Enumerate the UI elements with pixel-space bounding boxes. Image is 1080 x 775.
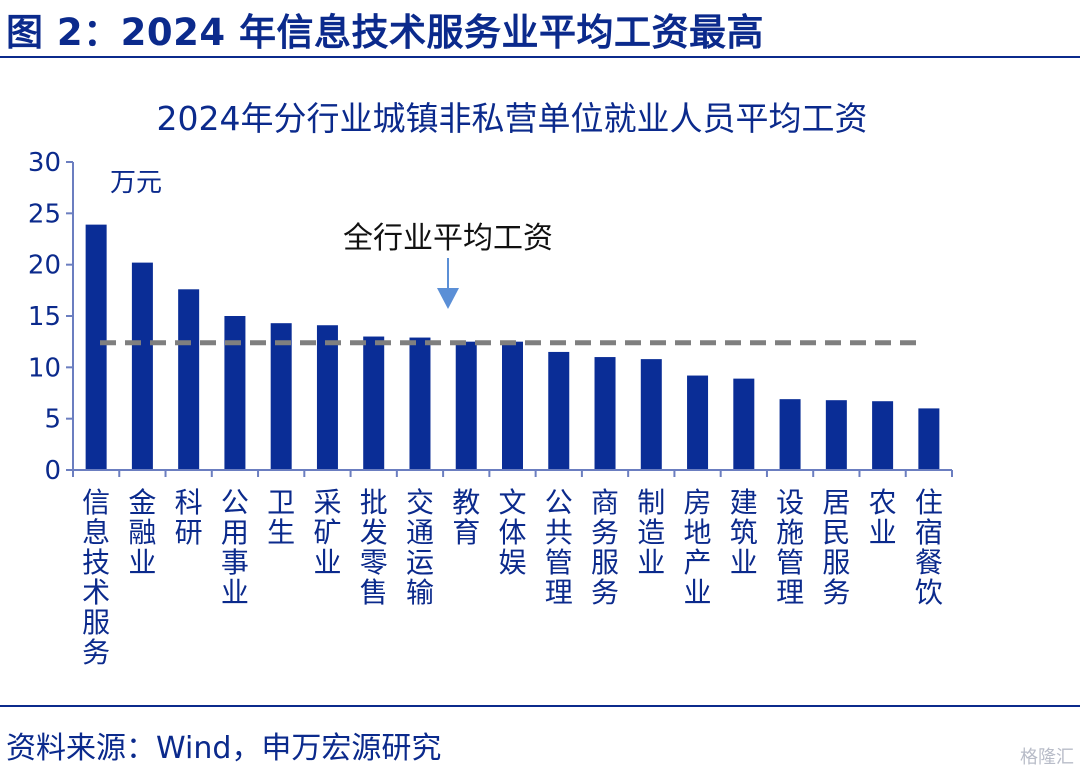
title-divider (0, 56, 1080, 58)
bar (918, 408, 940, 470)
bar (825, 400, 847, 470)
bar (85, 224, 107, 470)
bar (548, 351, 570, 470)
bar-chart: 2024年分行业城镇非私营单位就业人员平均工资 0 5 10 15 20 25 30 万元信息技… (28, 99, 953, 669)
bar (687, 375, 709, 470)
y-tick-label: 15 (28, 302, 61, 332)
bar (779, 399, 801, 470)
x-tick-label: 教育 (452, 486, 480, 549)
average-label: 全行业平均工资 (343, 221, 553, 256)
y-tick-label: 10 (28, 353, 61, 383)
x-tick-label: 房地产业 (684, 486, 712, 609)
x-tick-label: 批发零售 (360, 486, 388, 609)
x-tick-label: 卫生 (267, 486, 295, 549)
bar (872, 401, 894, 470)
average-arrow-icon (437, 288, 459, 309)
x-tick-label: 商务服务 (591, 486, 619, 609)
watermark: 格隆汇 (1020, 747, 1074, 768)
x-tick-label: 金融业 (128, 486, 156, 579)
y-tick-label: 0 (44, 456, 61, 486)
bar (224, 316, 246, 470)
x-tick-label: 制造业 (637, 486, 665, 579)
bar (131, 262, 153, 470)
x-tick-label: 建筑业 (730, 486, 758, 579)
x-tick-label: 信息技术服务 (82, 486, 110, 669)
source-divider (0, 705, 1080, 707)
bar (594, 357, 616, 470)
y-tick-label: 30 (28, 148, 61, 178)
bar (363, 336, 385, 470)
x-tick-label: 住宿餐饮 (915, 486, 943, 609)
bar (733, 378, 755, 470)
bar (316, 325, 338, 470)
x-tick-label: 居民服务 (822, 486, 850, 609)
y-tick-label: 20 (28, 251, 61, 281)
x-tick-label: 设施管理 (776, 486, 804, 609)
x-tick-label: 公共管理 (545, 486, 573, 609)
bar (409, 337, 431, 470)
figure-title: 图 2：2024 年信息技术服务业平均工资最高 (6, 11, 764, 54)
x-tick-label: 公用事业 (221, 486, 249, 609)
x-tick-label: 交通运输 (406, 486, 434, 609)
bar (502, 341, 523, 470)
chart-title: 2024年分行业城镇非私营单位就业人员平均工资 (157, 99, 868, 138)
x-tick-label: 农业 (869, 486, 897, 549)
bar (270, 323, 292, 470)
x-tick-label: 采矿业 (313, 486, 341, 579)
y-tick-label: 25 (28, 199, 61, 229)
x-tick-label: 科研 (175, 486, 203, 549)
y-tick-label: 5 (44, 405, 61, 435)
x-tick-label: 文体娱 (498, 486, 526, 579)
bar (178, 289, 200, 470)
unit-label: 万元 (110, 168, 162, 198)
source-note: 资料来源：Wind，申万宏源研究 (6, 731, 442, 766)
bar (640, 359, 662, 470)
bar (455, 341, 477, 470)
